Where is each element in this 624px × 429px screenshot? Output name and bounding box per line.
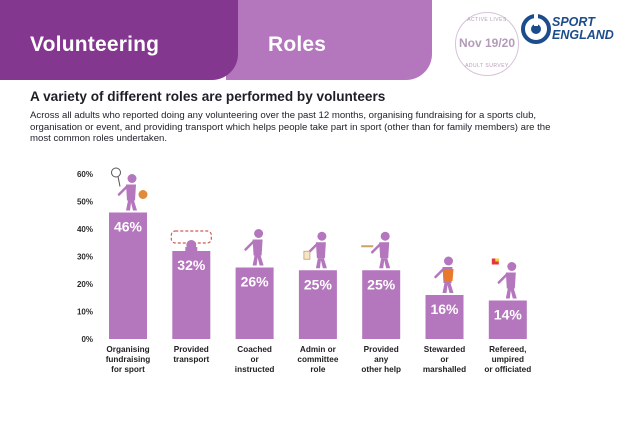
car-dashboard-icon bbox=[170, 230, 212, 251]
bar bbox=[298, 270, 337, 339]
y-tick-label: 10% bbox=[77, 308, 93, 317]
y-tick-label: 0% bbox=[81, 335, 93, 344]
badge-top-text: ACTIVE LIVES bbox=[467, 17, 507, 23]
badge-bottom-text: ADULT SURVEY bbox=[465, 63, 509, 69]
category-label: Coached or instructed bbox=[235, 345, 275, 374]
y-tick-label: 20% bbox=[77, 280, 93, 289]
sport-england-emblem-icon bbox=[521, 14, 551, 44]
bar-value-label: 16% bbox=[430, 301, 459, 317]
category-label: Admin or committee role bbox=[297, 345, 338, 374]
clipboard-admin-icon bbox=[303, 231, 327, 269]
sport-england-logo: SPORT ENGLAND bbox=[521, 12, 617, 52]
helper-tray-icon bbox=[361, 231, 391, 269]
bar-value-label: 14% bbox=[494, 307, 523, 323]
y-tick-label: 30% bbox=[77, 253, 93, 262]
y-tick-label: 60% bbox=[77, 170, 93, 179]
bar-value-label: 25% bbox=[304, 276, 333, 292]
bar bbox=[109, 212, 147, 339]
bar bbox=[235, 267, 274, 339]
category-label: Provided transport bbox=[173, 345, 209, 364]
bar-value-label: 32% bbox=[177, 257, 206, 273]
badge-date: Nov 19/20 bbox=[458, 36, 516, 50]
bar bbox=[425, 295, 464, 339]
page-headline: A variety of different roles are perform… bbox=[30, 89, 386, 104]
steward-vest-icon bbox=[434, 256, 454, 293]
bar-value-label: 46% bbox=[114, 219, 143, 235]
bar bbox=[488, 300, 527, 339]
logo-text-england: ENGLAND bbox=[552, 28, 614, 42]
referee-flag-icon bbox=[491, 258, 517, 299]
y-tick-label: 40% bbox=[77, 225, 93, 234]
y-tick-label: 50% bbox=[77, 198, 93, 207]
category-label: Provided any other help bbox=[361, 345, 401, 374]
tab-roles: Roles bbox=[226, 0, 432, 80]
survey-badge: ACTIVE LIVES Nov 19/20 ADULT SURVEY bbox=[455, 12, 519, 76]
category-label: Stewarded or marshalled bbox=[423, 345, 466, 374]
tab-roles-label: Roles bbox=[268, 33, 327, 56]
category-label: Organising fundraising for sport bbox=[106, 345, 151, 374]
bar-value-label: 25% bbox=[367, 276, 396, 292]
logo-text-sport: SPORT bbox=[552, 15, 595, 29]
header: Roles Volunteering ACTIVE LIVES Nov 19/2… bbox=[0, 0, 624, 80]
tab-volunteering-label: Volunteering bbox=[30, 33, 160, 56]
intro-paragraph: Across all adults who reported doing any… bbox=[30, 110, 551, 145]
bar bbox=[362, 270, 401, 339]
bar bbox=[172, 251, 211, 339]
tab-volunteering: Volunteering bbox=[0, 0, 238, 80]
tennis-volunteer-icon bbox=[111, 167, 148, 211]
coach-icon bbox=[244, 229, 264, 266]
category-label: Refereed, umpired or officiated bbox=[484, 345, 531, 374]
bar-value-label: 26% bbox=[241, 274, 270, 290]
